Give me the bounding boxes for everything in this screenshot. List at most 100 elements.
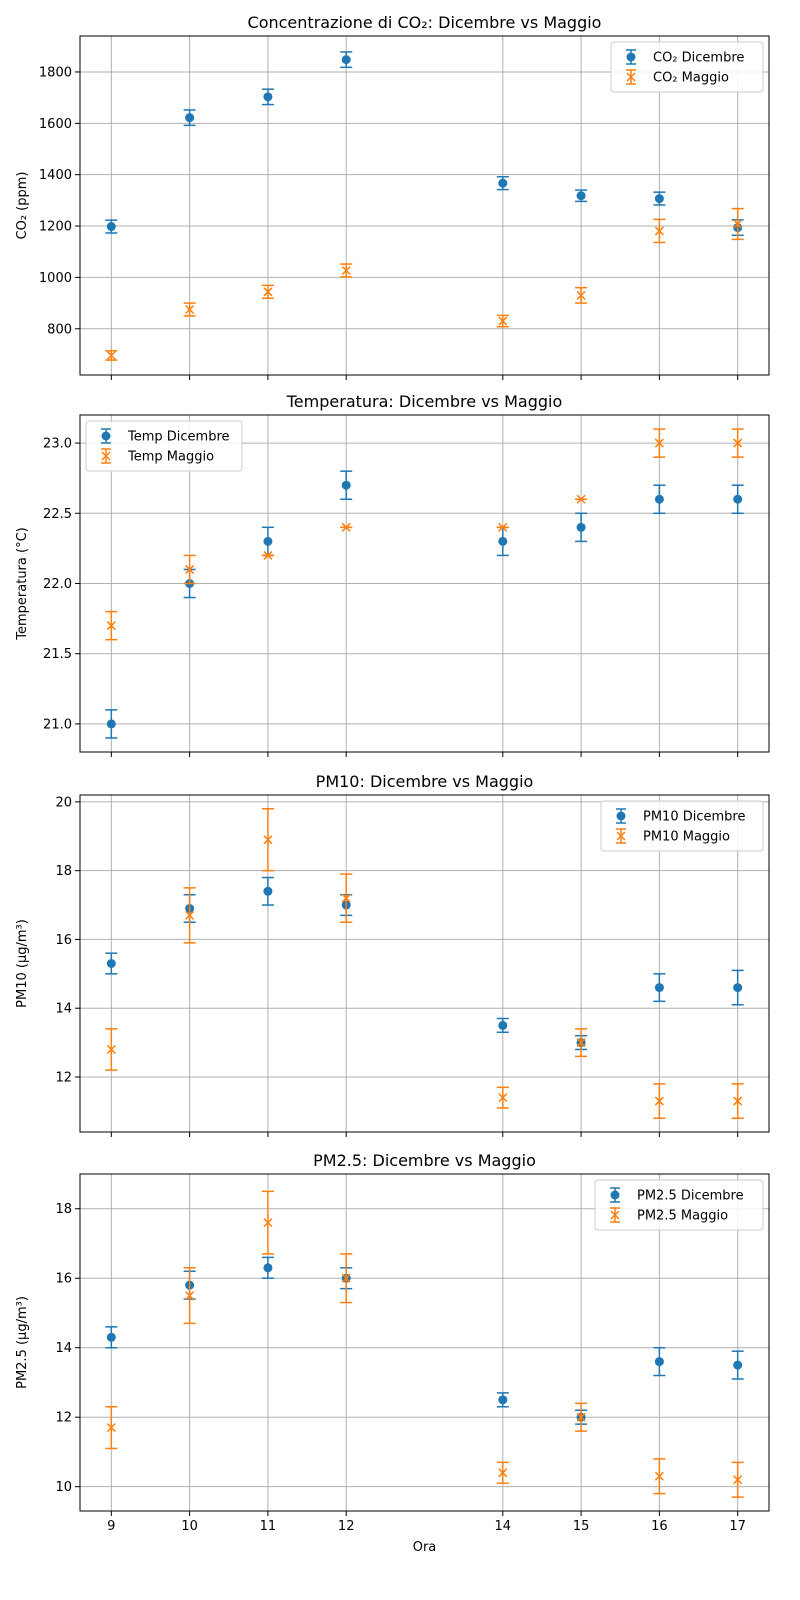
marker-stroke xyxy=(341,265,351,276)
axes-frame xyxy=(79,35,770,376)
axes-frame xyxy=(79,794,770,1133)
y-axis: 21.0 21.5 22.0 22.5 23.0 xyxy=(43,437,80,732)
x-axis xyxy=(110,1132,739,1137)
x-axis-label: Ora xyxy=(413,1540,437,1555)
x-axis: 9 10 11 12 14 15 16 17 xyxy=(107,1511,746,1534)
marker-stroke xyxy=(106,350,116,361)
data-point xyxy=(733,219,743,229)
series-maggio xyxy=(105,207,744,361)
legend-marker xyxy=(101,431,111,441)
data-point xyxy=(263,835,273,845)
marker-stroke xyxy=(733,219,743,229)
data-point xyxy=(576,191,586,201)
legend-label: PM10 Maggio xyxy=(643,830,730,845)
data-point xyxy=(654,226,664,236)
data-point xyxy=(341,893,351,903)
data-point xyxy=(106,959,116,968)
legend-item: CO₂ Maggio xyxy=(626,69,729,86)
panel-title: PM2.5: Dicembre vs Maggio xyxy=(313,1151,536,1170)
y-axis: 800 1000 1200 1400 1600 1800 xyxy=(39,65,80,337)
y-tick-label: 18 xyxy=(55,1202,72,1217)
marker-stroke xyxy=(263,835,273,845)
marker-stroke xyxy=(576,290,586,300)
subplot-pm10: PM10: Dicembre vs Maggio PM10 (µg/m³) 12… xyxy=(15,772,770,1137)
data-point xyxy=(576,1412,586,1422)
legend-box xyxy=(610,41,764,93)
marker-stroke xyxy=(733,1096,743,1106)
legend-marker xyxy=(101,451,111,461)
data-point xyxy=(341,55,351,65)
panel-title: PM10: Dicembre vs Maggio xyxy=(316,772,534,791)
data-point xyxy=(106,1423,116,1433)
marker-stroke xyxy=(185,564,195,574)
marker-stroke xyxy=(263,1218,273,1228)
legend-box xyxy=(600,800,764,852)
series-maggio xyxy=(105,1190,744,1498)
y-tick-label: 22.5 xyxy=(43,507,72,522)
data-point xyxy=(106,1332,116,1342)
marker-stroke xyxy=(185,304,195,315)
legend-label: CO₂ Dicembre xyxy=(653,51,744,66)
y-tick-label: 1800 xyxy=(39,65,72,80)
data-point xyxy=(498,1468,508,1478)
panel-title: Temperatura: Dicembre vs Maggio xyxy=(286,392,563,411)
data-point xyxy=(185,113,195,123)
x-tick-label: 17 xyxy=(729,1519,746,1534)
marker-stroke xyxy=(341,1273,351,1283)
legend-label: PM10 Dicembre xyxy=(643,810,745,825)
data-point xyxy=(341,480,351,490)
legend-label: Temp Maggio xyxy=(127,450,214,465)
data-point xyxy=(576,522,586,532)
x-tick-label: 11 xyxy=(260,1519,277,1534)
marker-stroke xyxy=(106,1423,116,1433)
y-tick-label: 18 xyxy=(55,864,72,879)
subplot-pm25: PM2.5: Dicembre vs Maggio PM2.5 (µg/m³) … xyxy=(15,1151,770,1534)
legend-marker xyxy=(616,831,626,841)
y-tick-label: 16 xyxy=(55,1272,72,1287)
data-point xyxy=(498,178,508,188)
data-point xyxy=(106,621,116,631)
data-point xyxy=(263,1263,273,1273)
marker-stroke xyxy=(654,1096,664,1106)
marker-stroke xyxy=(498,1093,508,1103)
data-point xyxy=(498,536,508,546)
panel-title: Concentrazione di CO₂: Dicembre vs Maggi… xyxy=(248,13,602,32)
data-point xyxy=(733,983,743,993)
series-maggio xyxy=(105,808,744,1119)
marker-stroke xyxy=(498,316,508,326)
data-point xyxy=(733,1360,743,1370)
marker-stroke xyxy=(576,1412,586,1422)
data-point xyxy=(263,92,273,102)
data-point xyxy=(733,438,743,448)
series-dicembre xyxy=(105,51,744,237)
y-tick-label: 14 xyxy=(55,1002,72,1017)
legend-item: CO₂ Dicembre xyxy=(626,49,744,66)
marker-stroke xyxy=(733,1475,743,1485)
data-point xyxy=(106,1044,116,1054)
y-tick-label: 12 xyxy=(55,1070,72,1085)
y-axis-label: PM2.5 (µg/m³) xyxy=(15,1296,30,1389)
legend-label: Temp Dicembre xyxy=(127,430,230,445)
axes-frame xyxy=(79,414,770,753)
x-tick-label: 9 xyxy=(107,1519,115,1534)
y-tick-label: 14 xyxy=(55,1341,72,1356)
y-tick-label: 23.0 xyxy=(43,437,72,452)
data-point xyxy=(654,1357,664,1367)
marker-stroke xyxy=(341,893,351,903)
legend-label: CO₂ Maggio xyxy=(653,71,729,86)
legend-item: PM2.5 Dicembre xyxy=(610,1187,744,1204)
marker-stroke xyxy=(263,550,273,560)
legend: PM2.5 Dicembre PM2.5 Maggio xyxy=(594,1179,764,1231)
x-tick-label: 16 xyxy=(651,1519,668,1534)
legend-box xyxy=(85,420,243,472)
data-point xyxy=(654,983,664,993)
y-axis-label: CO₂ (ppm) xyxy=(15,172,30,240)
marker-stroke xyxy=(654,226,664,236)
data-point xyxy=(185,304,195,315)
data-point xyxy=(498,1395,508,1405)
y-tick-label: 16 xyxy=(55,933,72,948)
data-point xyxy=(341,1273,351,1283)
data-point xyxy=(263,536,273,546)
data-point xyxy=(263,550,273,560)
data-point xyxy=(185,564,195,574)
